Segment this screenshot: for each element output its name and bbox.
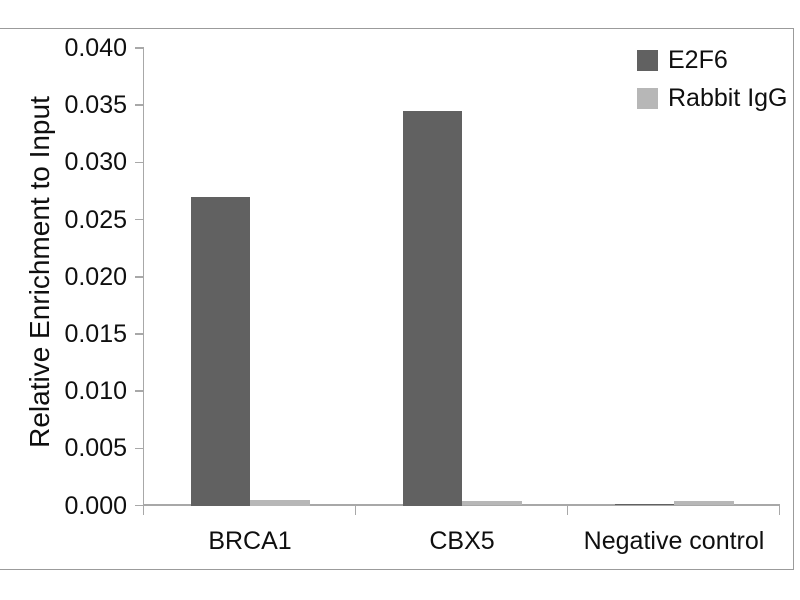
y-tick-label: 0.015: [64, 319, 127, 348]
bar-rabbit-igg-cbx5: [462, 500, 522, 506]
x-tick-mark: [566, 505, 568, 515]
y-tick-label: 0.035: [64, 91, 127, 120]
y-tick-label: 0.020: [64, 262, 127, 291]
legend-swatch-rabbit-igg: [637, 87, 658, 109]
legend-item-e2f6: E2F6: [637, 46, 788, 74]
y-tick-mark: [135, 218, 144, 221]
legend-swatch-e2f6: [637, 49, 658, 71]
chart-frame: [0, 28, 794, 570]
legend-item-rabbit-igg: Rabbit IgG: [637, 84, 788, 112]
y-tick-mark: [135, 47, 144, 49]
bar-e2f6-brca1: [190, 196, 250, 506]
legend: E2F6 Rabbit IgG: [637, 48, 788, 124]
bar-e2f6-negative-control: [614, 504, 674, 506]
y-tick-label: 0.025: [64, 205, 127, 234]
y-tick-mark: [135, 390, 144, 392]
y-tick-mark: [135, 333, 144, 335]
x-category-label: Negative control: [583, 527, 765, 555]
bar-rabbit-igg-negative-control: [674, 500, 734, 506]
x-tick-mark: [142, 505, 144, 515]
y-tick-mark: [135, 161, 144, 164]
y-tick-label: 0.040: [64, 34, 127, 62]
x-category-label: CBX5: [429, 527, 495, 555]
bar-e2f6-cbx5: [402, 110, 462, 506]
y-tick-mark: [135, 276, 144, 278]
y-tick-label: 0.005: [64, 434, 127, 463]
y-tick-label: 0.030: [64, 148, 127, 177]
x-tick-mark: [354, 505, 356, 515]
y-tick-label: 0.010: [64, 377, 127, 406]
legend-label-e2f6: E2F6: [668, 46, 728, 74]
y-tick-label: 0.000: [64, 491, 127, 520]
x-tick-mark: [778, 505, 780, 515]
x-category-label: BRCA1: [208, 527, 292, 555]
y-tick-mark: [135, 104, 144, 106]
legend-label-rabbit-igg: Rabbit IgG: [668, 84, 788, 112]
y-tick-mark: [135, 447, 144, 450]
bar-rabbit-igg-brca1: [250, 499, 310, 506]
y-tick-mark: [135, 504, 144, 507]
